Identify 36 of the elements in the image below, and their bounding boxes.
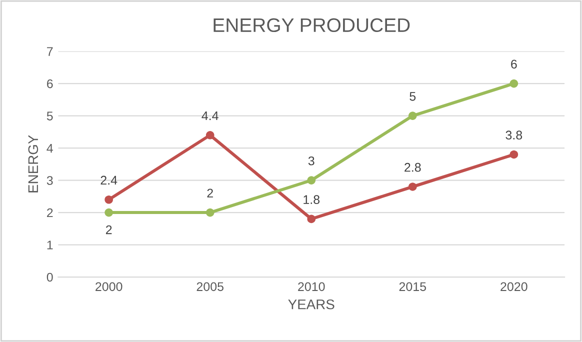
data-label: 2.8 — [404, 162, 421, 172]
y-tick-label: 2 — [47, 208, 53, 218]
y-tick-label: 7 — [47, 47, 53, 56]
point — [510, 150, 518, 159]
y-tick-label: 1 — [47, 240, 53, 250]
point — [307, 176, 316, 184]
data-label: 5 — [410, 92, 416, 101]
point — [408, 182, 417, 191]
y-tick-label: 6 — [47, 79, 53, 88]
x-tick-label: 2015 — [399, 282, 426, 292]
point — [307, 214, 316, 224]
data-label: 3 — [308, 156, 314, 166]
data-label: 4.4 — [202, 111, 218, 120]
point — [104, 208, 113, 217]
chart-title: ENERGY PRODUCED — [214, 18, 410, 32]
data-label: 1.8 — [304, 195, 320, 204]
x-tick-label: 2020 — [500, 282, 528, 292]
point — [104, 195, 113, 204]
point — [408, 112, 417, 120]
x-tick-label: 2010 — [298, 282, 325, 292]
x-axis-title: YEARS — [288, 299, 334, 310]
data-label: 2 — [207, 188, 213, 198]
point — [206, 208, 214, 217]
point — [510, 79, 518, 88]
data-label: 3.8 — [506, 130, 522, 140]
x-tick-label: 2000 — [96, 282, 122, 292]
y-tick-label: 0 — [46, 272, 53, 282]
y-tick-label: 3 — [46, 176, 53, 185]
data-label: 2.4 — [100, 176, 118, 185]
y-axis-title: ENERGY — [28, 135, 38, 192]
data-label: 2 — [106, 225, 112, 234]
point — [206, 130, 214, 140]
y-tick-label: 4 — [46, 144, 53, 153]
x-tick-label: 2005 — [196, 282, 224, 292]
y-tick-label: 5 — [46, 112, 53, 120]
data-label: 6 — [511, 60, 517, 69]
